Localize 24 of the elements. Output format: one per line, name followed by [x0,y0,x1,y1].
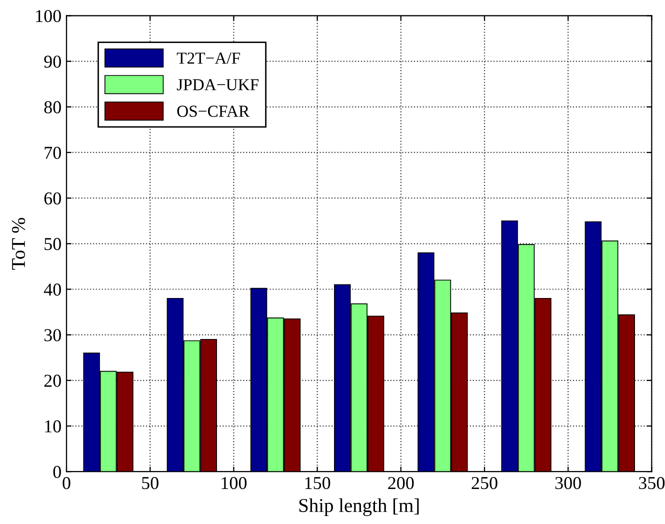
y-tick-label: 60 [44,192,61,205]
y-tick-label: 30 [44,329,61,342]
y-tick-label: 70 [44,146,61,159]
x-tick-label: 150 [305,476,330,490]
legend-label: OS−CFAR [177,106,250,117]
y-tick-label: 80 [44,101,61,114]
legend-label: T2T−A/F [176,52,240,64]
legend-label: JPDA−UKF [176,79,259,90]
y-tick-label: 100 [36,10,61,22]
x-tick-label: 350 [639,476,665,490]
x-tick-label: 100 [222,476,247,490]
y-tick-label: 10 [45,420,61,432]
x-axis-title: Ship length [m] [299,498,419,516]
x-tick-label: 300 [555,476,581,490]
x-tick-label: 250 [472,476,498,490]
x-tick-label: 0 [62,476,70,490]
y-tick-label: 20 [44,374,61,387]
y-tick-label: 0 [53,466,61,478]
x-tick-label: 200 [388,476,414,490]
y-tick-label: 50 [44,238,61,250]
y-axis-title: ToT % [12,218,26,270]
x-tick-label: 50 [142,476,158,490]
y-tick-label: 90 [44,56,61,68]
y-tick-label: 40 [44,284,61,296]
